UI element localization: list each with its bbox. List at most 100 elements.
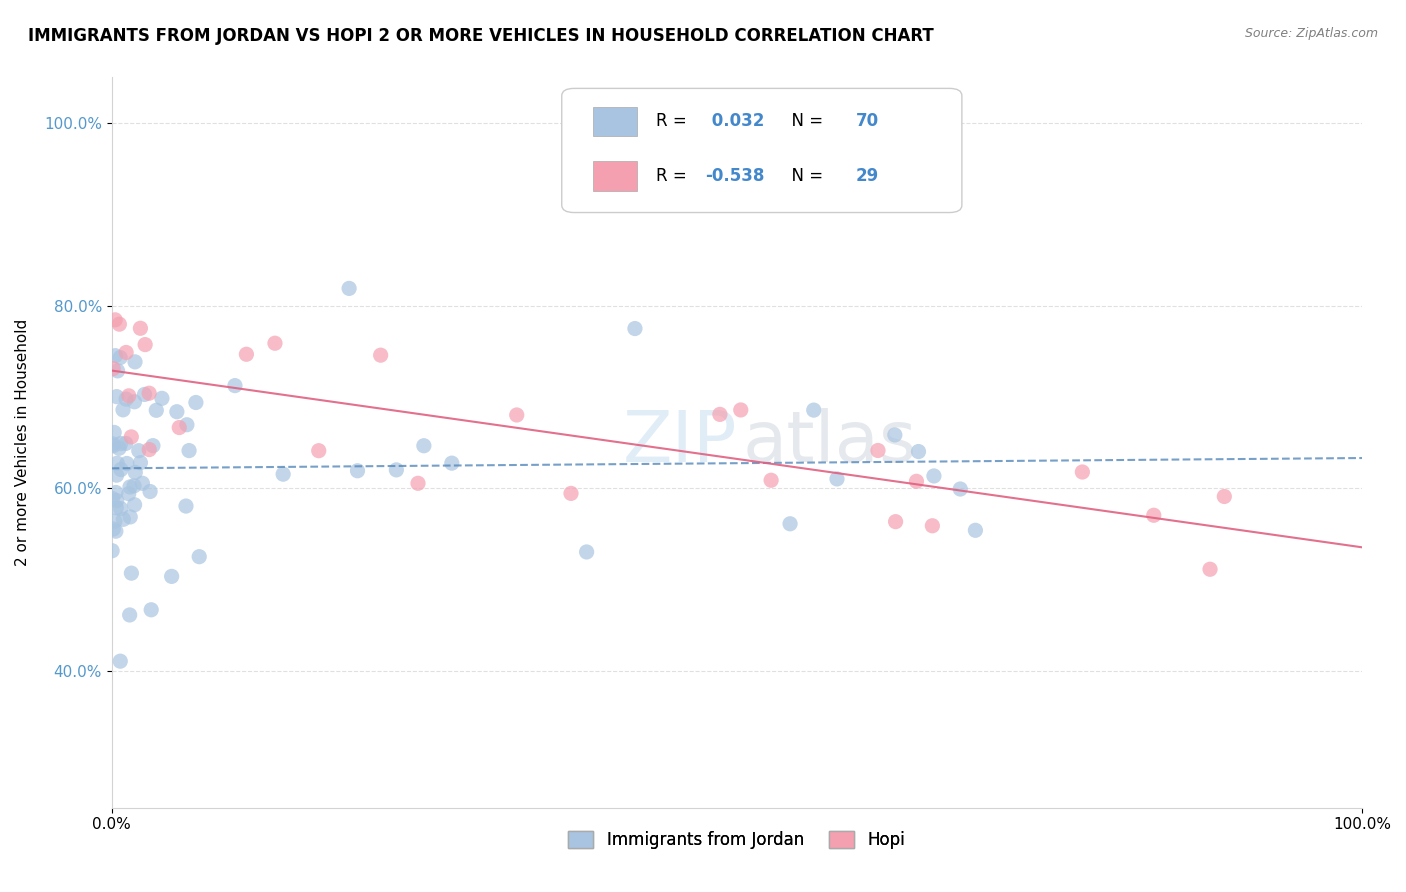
Point: [105, 456, 128, 470]
Point: [118, 487, 141, 501]
Point: [174, 499, 197, 513]
Point: [118, 389, 141, 403]
Point: [129, 321, 152, 335]
Point: [101, 437, 124, 451]
Point: [103, 425, 125, 440]
Text: ZIP: ZIP: [623, 408, 737, 477]
Point: [104, 514, 127, 528]
Point: [107, 364, 129, 378]
Point: [105, 500, 128, 515]
Text: Source: ZipAtlas.com: Source: ZipAtlas.com: [1244, 27, 1378, 40]
Point: [184, 395, 207, 409]
Point: [124, 394, 146, 409]
Point: [224, 378, 246, 392]
Point: [922, 469, 945, 483]
Text: N =: N =: [780, 167, 828, 185]
Point: [264, 336, 287, 351]
Point: [440, 456, 463, 470]
Point: [101, 543, 124, 558]
Point: [141, 603, 163, 617]
Point: [177, 443, 200, 458]
Point: [110, 654, 132, 668]
Point: [921, 518, 943, 533]
Point: [138, 442, 160, 457]
Point: [110, 462, 132, 476]
Point: [134, 337, 156, 351]
Point: [115, 392, 138, 406]
Point: [965, 524, 987, 538]
FancyBboxPatch shape: [562, 88, 962, 212]
Point: [1143, 508, 1166, 523]
Text: 70: 70: [856, 112, 879, 130]
Point: [779, 516, 801, 531]
Point: [122, 479, 145, 493]
Point: [110, 351, 132, 365]
Point: [104, 349, 127, 363]
Point: [128, 443, 150, 458]
Point: [114, 436, 136, 450]
Point: [120, 566, 142, 581]
Point: [759, 473, 782, 487]
Text: 29: 29: [856, 167, 879, 185]
Point: [131, 476, 153, 491]
FancyBboxPatch shape: [593, 107, 637, 136]
Point: [134, 387, 156, 401]
Point: [905, 475, 928, 489]
Point: [235, 347, 257, 361]
Point: [506, 408, 529, 422]
Point: [866, 443, 889, 458]
Point: [101, 361, 124, 376]
Point: [105, 468, 128, 483]
Point: [120, 430, 142, 444]
Text: R =: R =: [655, 112, 692, 130]
Point: [370, 348, 392, 362]
Point: [949, 482, 972, 496]
Point: [104, 313, 127, 327]
Point: [730, 403, 752, 417]
Point: [124, 466, 146, 480]
Point: [883, 428, 905, 442]
Point: [337, 281, 360, 295]
Text: N =: N =: [780, 112, 828, 130]
Point: [142, 439, 165, 453]
Point: [308, 443, 330, 458]
Point: [346, 464, 368, 478]
Point: [101, 491, 124, 506]
Text: atlas: atlas: [742, 408, 918, 477]
Point: [124, 355, 146, 369]
Point: [110, 501, 132, 516]
Point: [176, 417, 198, 432]
Point: [803, 403, 825, 417]
Point: [104, 485, 127, 500]
Point: [129, 456, 152, 470]
Point: [145, 403, 167, 417]
Point: [1199, 562, 1222, 576]
Point: [1213, 490, 1236, 504]
Point: [115, 345, 138, 359]
Point: [560, 486, 582, 500]
Point: [1071, 465, 1094, 479]
Point: [624, 321, 647, 335]
Point: [271, 467, 294, 482]
Point: [101, 439, 124, 453]
Point: [139, 484, 162, 499]
Legend: Immigrants from Jordan, Hopi: Immigrants from Jordan, Hopi: [560, 823, 914, 858]
Point: [385, 463, 408, 477]
Point: [709, 408, 731, 422]
Point: [160, 569, 183, 583]
Point: [412, 439, 434, 453]
Text: 0.032: 0.032: [706, 112, 763, 130]
Point: [110, 436, 132, 450]
Point: [120, 510, 142, 524]
Point: [118, 607, 141, 622]
Point: [188, 549, 211, 564]
Text: R =: R =: [655, 167, 692, 185]
Point: [108, 442, 131, 456]
Point: [105, 493, 128, 508]
Point: [150, 392, 173, 406]
Point: [138, 386, 160, 401]
Point: [166, 405, 188, 419]
Point: [112, 512, 135, 526]
Point: [105, 390, 128, 404]
Point: [124, 498, 146, 512]
